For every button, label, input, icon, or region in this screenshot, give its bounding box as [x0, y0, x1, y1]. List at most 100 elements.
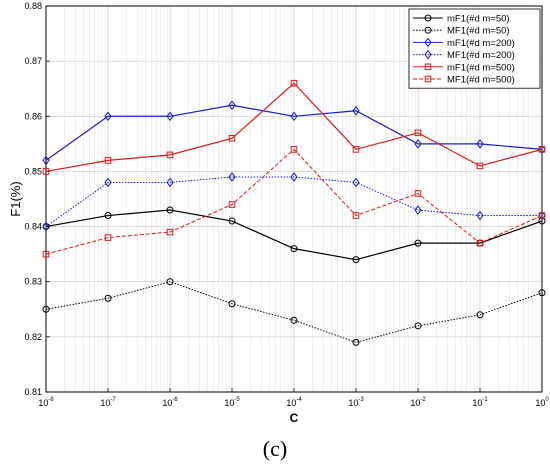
data-point	[352, 338, 360, 346]
data-point	[352, 146, 360, 153]
y-tick-label: 0.85	[24, 166, 42, 176]
legend-label: MF1(#d m=50)	[447, 26, 510, 37]
data-point	[476, 162, 484, 170]
line-chart: 0.810.820.830.840.850.860.870.88 10-8 10-…	[8, 1, 549, 425]
y-tick-label: 0.82	[24, 332, 42, 342]
data-point	[166, 151, 174, 159]
data-point	[166, 228, 174, 236]
y-tick-label: 0.88	[24, 1, 42, 11]
data-point	[476, 139, 484, 149]
legend-label: MF1(#d m=200)	[447, 50, 515, 61]
figure-caption: (c)	[262, 436, 288, 461]
series-2	[42, 278, 546, 346]
data-point	[166, 278, 174, 286]
series-line	[45, 148, 543, 255]
data-point	[414, 129, 422, 137]
legend-box	[408, 8, 541, 89]
data-point	[228, 201, 236, 208]
legend-marker	[424, 75, 432, 83]
y-tick-label: 0.86	[24, 111, 42, 121]
data-point	[414, 139, 422, 149]
legend-entry: mF1(#d m=500)	[413, 62, 515, 73]
data-point	[352, 212, 360, 219]
data-point	[104, 212, 112, 220]
series-line	[45, 82, 543, 173]
data-point	[290, 111, 298, 122]
series-line	[45, 176, 542, 227]
data-point	[166, 111, 174, 122]
data-point	[104, 177, 112, 188]
data-point	[352, 105, 360, 116]
data-point	[538, 144, 546, 155]
series-5	[42, 79, 546, 175]
x-tick-label: 10-4	[286, 397, 302, 408]
series-layer	[42, 79, 546, 346]
legend-marker	[424, 26, 432, 34]
legend-entry: mF1(#d m=200)	[413, 37, 515, 49]
legend: mF1(#d m=50)MF1(#d m=50)mF1(#d m=200)MF1…	[408, 8, 541, 89]
y-tick-label: 0.83	[24, 277, 42, 287]
x-axis-label: C	[290, 411, 299, 425]
legend-label: mF1(#d m=500)	[447, 62, 515, 73]
x-tick-label: 10-6	[162, 397, 178, 408]
data-point	[104, 157, 112, 164]
legend-marker	[424, 49, 432, 60]
legend-label: mF1(#d m=50)	[447, 14, 510, 25]
series-line	[45, 209, 543, 261]
data-point	[228, 100, 236, 111]
data-point	[42, 305, 50, 313]
data-point	[290, 316, 298, 324]
legend-entry: mF1(#d m=50)	[413, 14, 510, 25]
data-point	[352, 256, 360, 264]
x-tick-label: 10-3	[348, 397, 364, 408]
data-point	[538, 212, 546, 219]
legend-marker	[424, 63, 432, 71]
data-point	[352, 177, 360, 188]
data-point	[414, 322, 422, 330]
series-line	[45, 281, 543, 343]
data-point	[290, 245, 298, 253]
data-point	[42, 155, 50, 166]
series-line	[45, 104, 543, 161]
x-tick-label: 10-5	[224, 397, 240, 408]
data-point	[414, 239, 422, 247]
legend-entry: MF1(#d m=50)	[413, 26, 510, 37]
data-point	[42, 168, 50, 175]
y-tick-label: 0.84	[24, 222, 42, 232]
legend-marker	[424, 37, 432, 48]
data-point	[290, 79, 298, 87]
x-tick-label: 10-7	[100, 397, 116, 408]
legend-entry: MF1(#d m=200)	[413, 49, 515, 61]
data-point	[42, 221, 50, 232]
legend-marker	[424, 14, 432, 22]
data-point	[538, 210, 546, 221]
data-point	[290, 146, 298, 153]
data-point	[476, 239, 484, 247]
data-point	[104, 294, 112, 302]
data-point	[104, 111, 112, 122]
series-3	[42, 100, 546, 166]
y-tick-label: 0.87	[24, 56, 42, 66]
x-tick-label: 10-1	[472, 397, 488, 408]
data-point	[228, 217, 236, 225]
legend-entry: MF1(#d m=500)	[413, 75, 515, 86]
data-point	[228, 135, 236, 142]
data-point	[228, 300, 236, 308]
legend-label: mF1(#d m=200)	[447, 38, 515, 49]
x-axis: 10-8 10-7 10-6 10-5 10-4 10-3 10-2 10-1 100	[38, 388, 549, 408]
series-6	[42, 146, 546, 258]
y-axis: 0.81 0.82 0.83 0.84 0.85 0.86 0.87 0.88	[24, 1, 50, 397]
data-point	[290, 172, 298, 182]
data-point	[414, 190, 422, 197]
data-point	[42, 250, 50, 258]
legend-label: MF1(#d m=500)	[447, 75, 515, 86]
data-point	[228, 172, 236, 182]
y-tick-label: 0.81	[24, 387, 42, 397]
data-point	[166, 206, 174, 214]
x-tick-label: 10-2	[410, 397, 426, 408]
data-point	[104, 234, 112, 241]
y-axis-label: F1(%)	[8, 181, 23, 216]
series-4	[42, 172, 546, 232]
data-point	[414, 205, 422, 215]
data-point	[476, 210, 484, 221]
